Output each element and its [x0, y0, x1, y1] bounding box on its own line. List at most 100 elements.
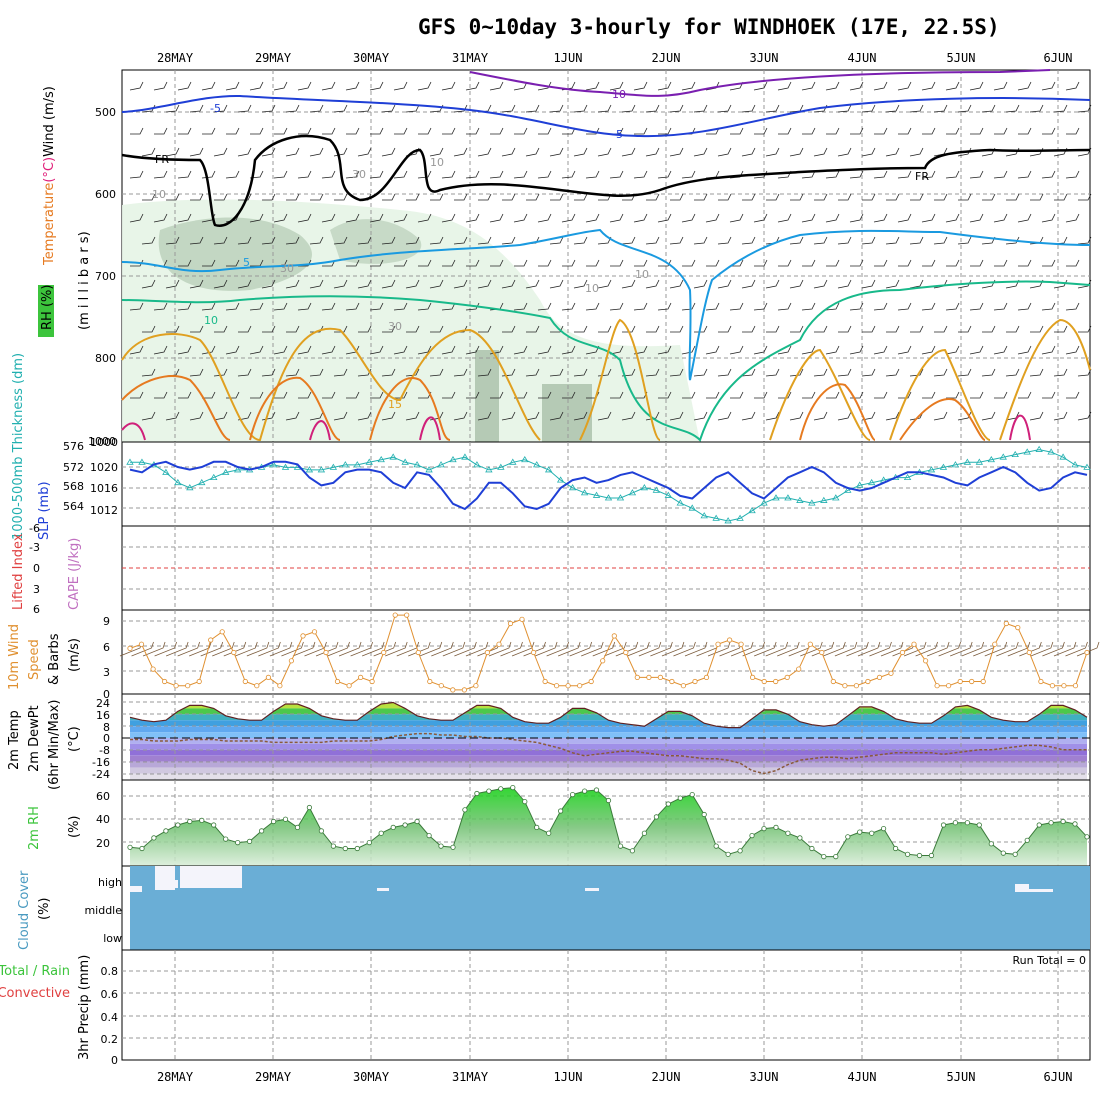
y-tick-label: 0.4 — [101, 1011, 119, 1024]
wind-barb — [1030, 193, 1044, 201]
wind-marker — [1003, 620, 1009, 627]
wind-marker — [1072, 683, 1079, 689]
date-label-top: 1JUN — [554, 51, 583, 65]
wind-barb — [657, 302, 672, 311]
wind-barb — [933, 236, 948, 245]
wind-barb — [213, 279, 228, 289]
wind-barb — [693, 104, 708, 113]
rh-marker — [785, 830, 791, 836]
wind-barb — [981, 104, 996, 113]
wind-barb — [549, 147, 564, 157]
wind-marker — [957, 678, 963, 685]
slp-thickness-panel: 576 572 568 564 1000 1020 1016 1012 1000… — [11, 353, 1091, 540]
wind-barb — [538, 127, 552, 135]
wind-barb — [381, 147, 396, 157]
thickness-marker — [305, 466, 314, 473]
wind-marker — [208, 637, 214, 643]
wind-barb — [946, 259, 960, 267]
wind-barb — [357, 279, 372, 289]
thickness-marker — [138, 458, 146, 465]
cloud-gap — [585, 888, 599, 891]
wind-barb — [957, 411, 972, 421]
contour-label: 10 — [585, 282, 599, 295]
wind-barb — [298, 259, 312, 267]
wind-marker — [346, 683, 352, 689]
wind-barb — [466, 259, 480, 267]
wind-barb — [669, 104, 684, 113]
wind-barb — [994, 259, 1008, 267]
wind-barb — [429, 147, 444, 157]
rh-marker — [701, 811, 707, 818]
wind-barb — [693, 236, 708, 245]
wind-barb — [957, 368, 972, 377]
rh-marker — [211, 822, 217, 828]
contour-label: 15 — [388, 398, 402, 411]
thickness-marker — [365, 458, 373, 465]
wind-barb — [142, 641, 166, 657]
wind-marker — [969, 678, 975, 685]
rh-marker — [677, 795, 683, 801]
wind-barb — [765, 147, 780, 157]
wind-barb — [454, 641, 477, 657]
wind-barb — [141, 368, 156, 377]
temp-axis-label: (°C) — [67, 726, 82, 752]
wind-barb — [477, 411, 492, 421]
wind-barb — [429, 368, 444, 377]
wind-marker — [162, 678, 168, 685]
wind-marker — [415, 649, 421, 656]
wind-barb — [922, 259, 936, 267]
wind-barb — [910, 193, 924, 201]
wind-barb — [802, 259, 816, 267]
wind-barb — [898, 127, 912, 135]
wind-barb — [501, 279, 516, 289]
wind-barb — [309, 236, 324, 245]
wind-barb — [345, 213, 360, 223]
thickness-marker — [856, 481, 864, 488]
rh2m-panel: 60 40 20 2m RH (%) — [27, 779, 1091, 867]
wind-barb — [753, 345, 768, 355]
thickness-marker — [221, 468, 230, 475]
wind-barb — [417, 345, 432, 355]
wind-barb — [813, 279, 828, 289]
wind-barb — [1005, 236, 1020, 245]
wind-barb — [814, 193, 828, 201]
wind-barb — [408, 641, 431, 657]
wind-barb — [394, 259, 408, 267]
wind-barb — [609, 81, 624, 91]
wind-barb — [657, 81, 672, 91]
wind-barb — [189, 147, 204, 157]
wind-barb — [585, 302, 600, 311]
y-tick-label: 572 — [63, 461, 84, 474]
wind-barb — [873, 345, 888, 355]
wind-barb — [1077, 236, 1092, 245]
rh-marker — [904, 851, 911, 857]
date-label-top: 6JUN — [1044, 51, 1073, 65]
wind-barb — [621, 236, 636, 245]
wind-barb — [549, 279, 564, 289]
wind-barb — [513, 170, 528, 179]
thickness-marker — [556, 476, 565, 483]
wind-barb — [1077, 279, 1092, 289]
wind-barb — [310, 325, 324, 333]
wind-barb — [909, 147, 924, 157]
wind-barb — [585, 81, 600, 91]
wind-barb — [419, 641, 443, 657]
y-tick-label: 0.8 — [101, 965, 119, 978]
wind-barb — [994, 391, 1008, 399]
contour-minus5 — [121, 94, 1091, 138]
wind-barb — [429, 279, 444, 289]
wind-barb — [742, 193, 756, 201]
thickness-marker — [796, 496, 804, 503]
wind-marker — [726, 637, 733, 643]
wind-barb — [970, 259, 984, 267]
wind-marker — [842, 683, 848, 689]
wind-marker — [715, 641, 721, 647]
wind-barb — [778, 127, 792, 135]
wind-barb — [922, 127, 936, 135]
wind-barb — [573, 104, 588, 113]
rh-marker — [235, 839, 241, 846]
wind-barb — [861, 236, 876, 245]
wind-barb — [861, 104, 876, 113]
wind-barb — [338, 641, 362, 657]
wind-barb — [1029, 411, 1044, 421]
